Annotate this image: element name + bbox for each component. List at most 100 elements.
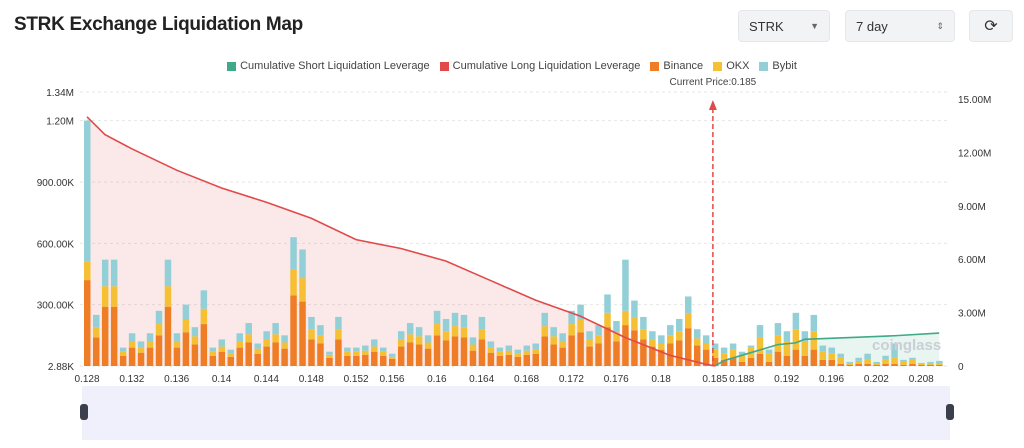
bar-okx <box>622 310 629 326</box>
bar-okx <box>882 359 889 364</box>
bar-binance <box>505 354 513 366</box>
zoom-slider-handle-left[interactable] <box>80 404 88 420</box>
bar-binance <box>523 354 531 366</box>
bar-bybit <box>496 347 504 352</box>
bar-binance <box>281 348 288 366</box>
bar-okx <box>478 329 486 340</box>
bar-bybit <box>684 296 692 314</box>
bar-okx <box>658 343 665 350</box>
bar-okx <box>927 362 934 365</box>
bar-bybit <box>397 331 405 340</box>
bar-bybit <box>649 331 656 340</box>
bar-okx <box>433 324 441 336</box>
legend-binance[interactable]: Binance <box>650 60 703 72</box>
bar-bybit <box>353 347 360 352</box>
bar-bybit <box>756 325 764 338</box>
bar-bybit <box>415 327 423 337</box>
refresh-button[interactable]: ⟳ <box>969 10 1013 42</box>
bar-binance <box>810 349 818 366</box>
right-axis-tick: 15.00M <box>958 95 991 106</box>
bar-bybit <box>308 316 315 330</box>
legend-short[interactable]: Cumulative Short Liquidation Leverage <box>227 60 430 72</box>
bar-binance <box>720 359 728 366</box>
bar-binance <box>577 332 584 366</box>
bar-binance <box>173 347 181 366</box>
period-select[interactable]: 7 day ⇕ <box>845 10 955 42</box>
bar-binance <box>649 346 656 366</box>
bar-okx <box>729 349 737 358</box>
bar-binance <box>702 349 710 366</box>
current-price-label: Current Price:0.185 <box>670 77 757 88</box>
bar-bybit <box>362 345 369 351</box>
bar-binance <box>837 363 844 366</box>
bar-binance <box>909 363 916 366</box>
period-select-value: 7 day <box>856 18 888 34</box>
bar-okx <box>371 346 378 352</box>
x-axis-tick: 0.188 <box>729 374 754 385</box>
bar-bybit <box>801 331 809 342</box>
right-axis-tick: 9.00M <box>958 202 986 213</box>
bar-okx <box>281 342 288 349</box>
x-axis-tick: 0.156 <box>379 374 404 385</box>
bar-bybit <box>622 259 629 311</box>
bar-okx <box>290 269 297 296</box>
bar-bybit <box>272 323 279 335</box>
bar-binance <box>658 349 665 366</box>
x-axis-tick: 0.144 <box>254 374 279 385</box>
bar-binance <box>693 345 701 366</box>
bar-bybit <box>451 312 459 327</box>
bar-binance <box>110 306 118 366</box>
bar-binance <box>353 355 360 366</box>
coin-select[interactable]: STRK ▼ <box>738 10 830 42</box>
bar-okx <box>702 343 710 350</box>
bar-binance <box>792 349 800 366</box>
bar-binance <box>738 361 746 366</box>
legend-long[interactable]: Cumulative Long Liquidation Leverage <box>439 60 640 72</box>
bar-binance <box>532 353 539 366</box>
legend-bybit[interactable]: Bybit <box>759 60 797 72</box>
bar-binance <box>397 346 405 366</box>
x-axis-tick: 0.202 <box>864 374 889 385</box>
bar-okx <box>541 326 548 337</box>
bar-binance <box>335 339 342 366</box>
right-axis-tick: 12.00M <box>958 148 991 159</box>
bar-binance <box>559 347 566 366</box>
bar-okx <box>424 342 432 349</box>
bar-bybit <box>299 249 306 279</box>
bar-binance <box>101 306 109 366</box>
bar-bybit <box>406 323 414 335</box>
bar-binance <box>613 341 620 366</box>
bar-bybit <box>137 341 145 348</box>
bar-okx <box>532 349 539 354</box>
x-axis-tick: 0.14 <box>212 374 232 385</box>
bar-bybit <box>738 351 746 356</box>
bar-okx <box>469 344 477 351</box>
bar-okx <box>900 361 907 365</box>
bar-okx <box>846 362 853 365</box>
bar-bybit <box>568 310 575 325</box>
watermark-logo: coinglass <box>872 337 941 354</box>
bar-okx <box>613 332 620 342</box>
bar-bybit <box>92 314 100 328</box>
bar-binance <box>927 364 934 366</box>
left-axis-tick: 1.20M <box>46 117 74 128</box>
bar-okx <box>909 359 916 364</box>
bar-bybit <box>424 335 432 343</box>
bar-binance <box>864 363 871 366</box>
bar-binance <box>783 355 791 366</box>
bar-okx <box>891 357 898 364</box>
bar-bybit <box>164 259 172 287</box>
bar-bybit <box>209 347 217 352</box>
bar-binance <box>586 346 593 366</box>
bar-binance <box>900 364 907 366</box>
zoom-slider-handle-right[interactable] <box>946 404 954 420</box>
bar-okx <box>119 351 127 356</box>
bar-bybit <box>191 327 199 337</box>
bar-okx <box>604 312 611 328</box>
bar-binance <box>317 343 324 366</box>
bar-binance <box>487 352 495 366</box>
bar-okx <box>667 335 674 344</box>
legend-okx[interactable]: OKX <box>713 60 749 72</box>
bar-bybit <box>900 359 907 362</box>
